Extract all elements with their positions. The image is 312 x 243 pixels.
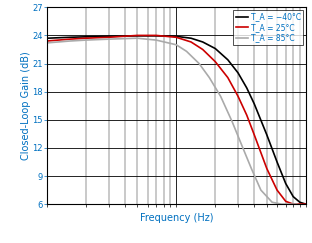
Y-axis label: Closed-Loop Gain (dB): Closed-Loop Gain (dB) [21, 51, 31, 160]
X-axis label: Frequency (Hz): Frequency (Hz) [139, 213, 213, 223]
Legend: T_A = −40°C, T_A = 25°C, T_A = 85°C: T_A = −40°C, T_A = 25°C, T_A = 85°C [233, 9, 304, 45]
